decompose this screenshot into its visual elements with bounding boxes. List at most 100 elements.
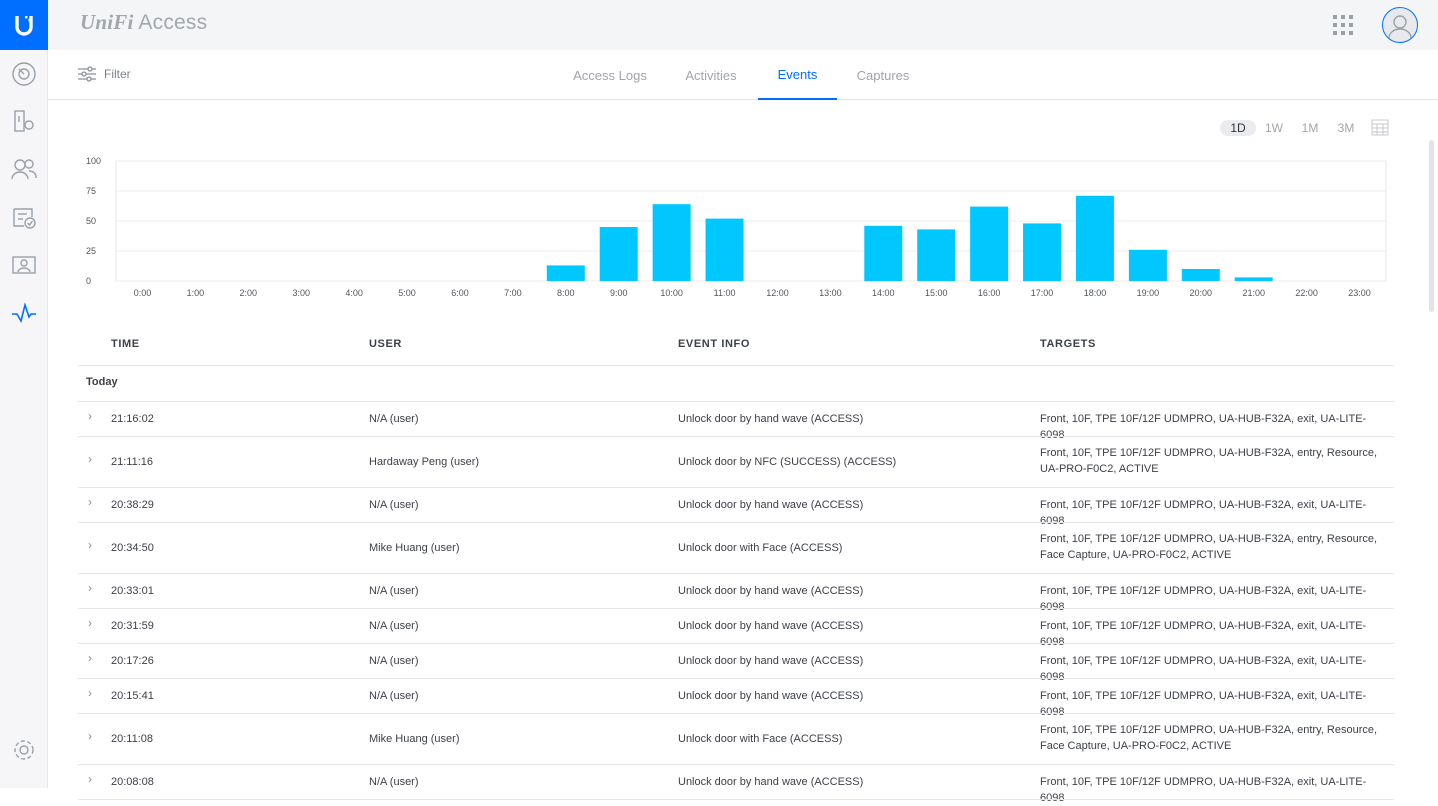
chart-bar[interactable] [1181,269,1220,281]
x-tick-label: 21:00 [1242,288,1265,298]
tab-captures[interactable]: Captures [856,67,910,83]
tab-access-logs[interactable]: Access Logs [573,67,647,83]
chevron-right-icon[interactable]: › [88,686,92,700]
scrollbar[interactable] [1429,140,1434,312]
dashboard-icon[interactable] [10,60,38,88]
row-user: N/A (user) [369,413,419,425]
row-user: Mike Huang (user) [369,733,460,745]
table-row[interactable]: › 20:34:50 Mike Huang (user) Unlock door wi… [78,523,1394,573]
row-user: N/A (user) [369,690,419,702]
chart-bar[interactable] [1075,195,1114,281]
row-user: N/A (user) [369,655,419,667]
events-bar-chart: 0 25 50 75 100 0:00 1:00 2:00 3:00 4:00 5:00 6:00 7:… [86,156,1387,298]
tab-activities[interactable]: Activities [685,67,737,83]
table-row[interactable]: › 20:33:01 N/A (user) Unlock door by hand w… [78,574,1394,613]
row-time: 20:38:29 [111,499,154,511]
range-1d[interactable]: 1D [1220,120,1256,136]
row-targets: Front, 10F, TPE 10F/12F UDMPRO, UA-HUB-F… [1040,499,1367,527]
row-user: N/A (user) [369,776,419,788]
x-tick-label: 13:00 [819,288,842,298]
x-tick-label: 4:00 [345,288,363,298]
avatar[interactable] [1382,7,1418,43]
range-1m[interactable]: 1M [1301,121,1319,135]
divider [78,713,1394,714]
chevron-right-icon[interactable]: › [88,616,92,630]
x-tick-label: 12:00 [766,288,789,298]
row-user: Mike Huang (user) [369,542,460,554]
chart-bar[interactable] [705,218,744,281]
divider [78,436,1394,437]
row-targets: Front, 10F, TPE 10F/12F UDMPRO, UA-HUB-F… [1040,655,1367,683]
header-event-info[interactable]: EVENT INFO [678,338,751,350]
y-tick-label: 75 [86,186,96,196]
chevron-right-icon[interactable]: › [88,581,92,595]
header-time[interactable]: TIME [111,338,140,350]
ubiquiti-logo-icon [15,16,33,36]
table-row[interactable]: › 21:11:16 Hardaway Peng (user) Unlock door… [78,437,1394,487]
y-tick-label: 50 [86,216,96,226]
row-targets: Front, 10F, TPE 10F/12F UDMPRO, UA-HUB-F… [1040,776,1367,804]
chart-bar[interactable] [599,227,638,281]
row-time: 20:15:41 [111,690,154,702]
chevron-right-icon[interactable]: › [88,409,92,423]
ubiquiti-logo[interactable] [0,0,48,50]
chevron-right-icon[interactable]: › [88,452,92,466]
users-icon[interactable] [10,155,38,183]
chart-bar[interactable] [864,225,903,281]
x-tick-label: 16:00 [978,288,1001,298]
chart-bar[interactable] [917,229,956,281]
apps-grid-icon[interactable] [1332,14,1354,36]
divider [78,573,1394,574]
row-time: 20:31:59 [111,620,154,632]
row-time: 20:33:01 [111,585,154,597]
chart-bar[interactable] [1234,277,1273,281]
range-3m[interactable]: 3M [1337,121,1355,135]
divider [78,522,1394,523]
doors-icon[interactable] [10,107,38,135]
settings-icon[interactable] [10,736,38,764]
tab-events[interactable]: Events [758,50,837,100]
chevron-right-icon[interactable]: › [88,729,92,743]
x-tick-label: 2:00 [240,288,258,298]
filter-button[interactable]: Filter [78,66,131,82]
x-tick-label: 15:00 [925,288,948,298]
chart-bar[interactable] [1023,223,1062,281]
chevron-right-icon[interactable]: › [88,772,92,786]
x-tick-label: 14:00 [872,288,895,298]
chevron-right-icon[interactable]: › [88,651,92,665]
divider [78,487,1394,488]
calendar-icon[interactable] [1371,119,1389,136]
table-row[interactable]: › 20:38:29 N/A (user) Unlock door by hand w… [78,488,1394,527]
header-targets[interactable]: TARGETS [1040,338,1096,350]
table-row[interactable]: › 20:08:08 N/A (user) Unlock door by hand w… [78,765,1394,804]
divider [78,401,1394,402]
chart-bar[interactable] [1128,249,1167,281]
row-event-info: Unlock door by hand wave (ACCESS) [678,655,864,667]
header-user[interactable]: USER [369,338,402,350]
chart-bar[interactable] [546,265,585,281]
row-event-info: Unlock door by hand wave (ACCESS) [678,499,864,511]
app-brand: UniFi Access [80,10,207,35]
table-row[interactable]: › 21:16:02 N/A (user) Unlock door by hand w… [78,402,1394,441]
table-row[interactable]: › 20:17:26 N/A (user) Unlock door by hand w… [78,644,1394,683]
brand-name: Access [138,11,208,34]
table-row[interactable]: › 20:31:59 N/A (user) Unlock door by hand w… [78,609,1394,648]
chevron-right-icon[interactable]: › [88,495,92,509]
visitors-icon[interactable] [10,251,38,279]
policies-icon[interactable] [10,203,38,231]
range-1w[interactable]: 1W [1265,121,1283,135]
table-row[interactable]: › 20:15:41 N/A (user) Unlock door by hand w… [78,679,1394,718]
row-targets: Front, 10F, TPE 10F/12F UDMPRO, UA-HUB-F… [1040,413,1367,441]
group-label-today: Today [86,376,118,388]
chart-bar[interactable] [970,206,1009,281]
x-tick-label: 6:00 [451,288,469,298]
table-row[interactable]: › 20:11:08 Mike Huang (user) Unlock door wi… [78,714,1394,764]
events-icon[interactable] [10,299,38,327]
row-time: 20:34:50 [111,542,154,554]
x-tick-label: 3:00 [292,288,310,298]
chart-bar[interactable] [652,204,691,281]
filter-label: Filter [104,67,131,81]
row-user: N/A (user) [369,620,419,632]
divider [78,365,1394,366]
chevron-right-icon[interactable]: › [88,538,92,552]
